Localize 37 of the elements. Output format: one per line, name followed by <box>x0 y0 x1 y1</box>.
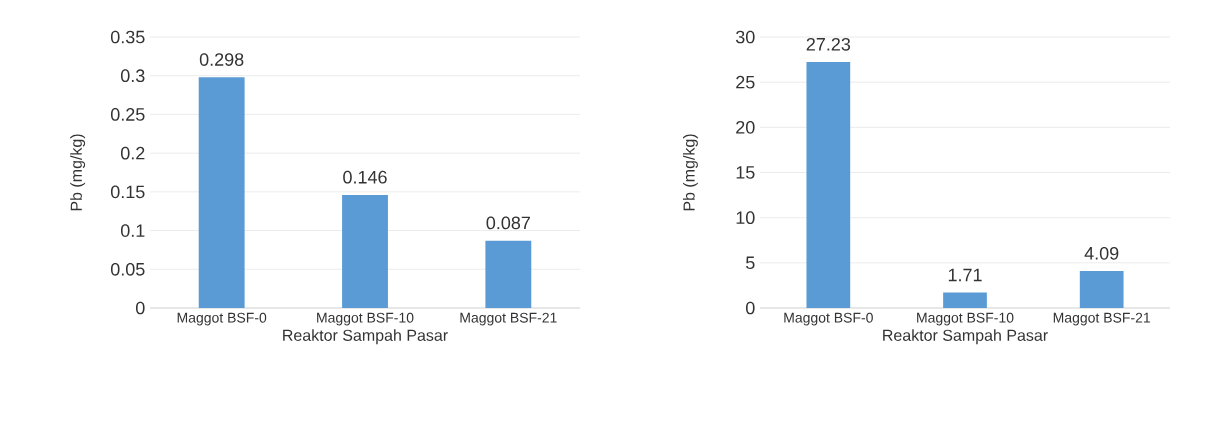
y-tick-label: 0.25 <box>110 108 145 121</box>
y-axis-title: Pb (mg/kg) <box>682 134 698 211</box>
bar <box>806 62 851 308</box>
data-label: 0.146 <box>343 170 387 184</box>
y-tick-label: 10 <box>736 211 755 225</box>
y-tick-label: 0.3 <box>120 69 145 83</box>
y-tick-label: 0.05 <box>110 262 145 276</box>
x-tick-label: Maggot BSF-0 <box>177 312 267 326</box>
data-label: 0.087 <box>486 216 530 230</box>
y-tick-label: 5 <box>746 256 755 270</box>
y-tick-label: 0 <box>135 301 145 315</box>
y-axis-title: Pb (mg/kg) <box>70 134 86 211</box>
x-tick-label: Maggot BSF-0 <box>784 312 873 326</box>
data-label: 1.71 <box>948 268 982 282</box>
data-label: 27.23 <box>806 37 851 51</box>
y-tick-label: 0.1 <box>120 224 145 237</box>
x-axis-title: Reaktor Sampah Pasar <box>283 329 448 345</box>
x-tick-label: Maggot BSF-21 <box>460 312 557 326</box>
x-axis-title: Reaktor Sampah Pasar <box>883 329 1048 345</box>
bar <box>1079 271 1124 308</box>
data-label: 4.09 <box>1084 246 1119 260</box>
bar <box>943 292 987 308</box>
bar <box>198 77 245 308</box>
y-tick-label: 0.2 <box>120 146 145 160</box>
x-tick-label: Maggot BSF-10 <box>917 312 1014 326</box>
y-tick-label: 0.35 <box>110 30 145 44</box>
y-tick-label: 25 <box>736 75 755 89</box>
y-tick-label: 0.15 <box>110 185 145 199</box>
x-tick-label: Maggot BSF-10 <box>317 312 414 326</box>
bar <box>485 240 532 308</box>
y-tick-label: 15 <box>736 166 755 179</box>
x-tick-label: Maggot BSF-21 <box>1053 312 1150 326</box>
data-label: 0.298 <box>199 53 244 66</box>
y-tick-label: 0 <box>746 301 755 315</box>
y-tick-label: 20 <box>736 120 755 134</box>
y-tick-label: 30 <box>735 30 755 44</box>
bar <box>342 194 388 308</box>
